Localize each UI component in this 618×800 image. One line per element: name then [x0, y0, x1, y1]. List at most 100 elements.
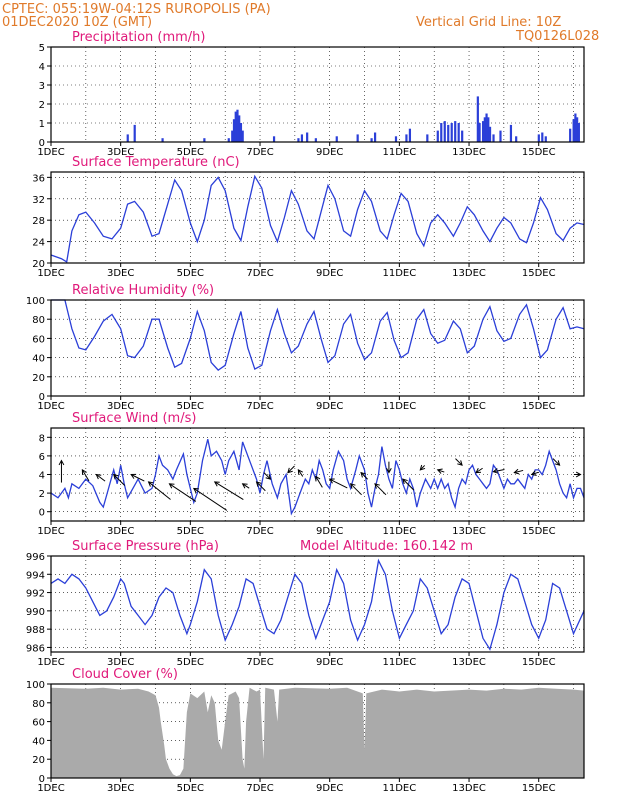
x-tick-label: 11DEC: [382, 657, 416, 668]
precip-bar: [238, 115, 241, 142]
precip-bar: [408, 128, 412, 142]
x-tick-label: 3DEC: [107, 268, 134, 279]
wind-arrow-head: [374, 483, 380, 489]
y-tick-label: 60: [32, 718, 45, 729]
precip-bar: [577, 123, 580, 142]
x-tick-label: 15DEC: [522, 401, 556, 412]
wind-arrow: [147, 481, 171, 500]
y-tick-label: 5: [39, 43, 45, 54]
wind-arrow: [168, 483, 197, 502]
y-tick-label: 988: [26, 625, 45, 636]
precip-bar: [440, 123, 443, 142]
temperature-panel: Surface Temperature (nC) 20 24 28 32 36 1DEC 3D…: [32, 155, 585, 279]
precip-bar: [314, 138, 317, 142]
wind-arrow-shaft: [402, 478, 415, 491]
wind-arrow-shaft: [350, 483, 362, 496]
precip-bar: [483, 117, 486, 142]
y-tick-label: 40: [32, 736, 45, 747]
wind-arrow: [213, 481, 244, 500]
precip-bar: [239, 123, 243, 142]
x-tick-label: 5DEC: [177, 657, 204, 668]
x-tick-label: 11DEC: [382, 268, 416, 279]
wind-arrow: [315, 475, 323, 488]
x-tick-label: 7DEC: [246, 147, 273, 158]
x-tick-label: 5DEC: [177, 526, 204, 537]
precip-bar: [227, 138, 230, 142]
y-tick-label: 6: [39, 452, 45, 463]
y-tick-label: 80: [32, 315, 45, 326]
x-tick-label: 1DEC: [37, 401, 64, 412]
wind-arrow: [287, 465, 295, 474]
x-tick-label: 7DEC: [246, 526, 273, 537]
precip-bar: [492, 134, 495, 142]
wind-arrow-shaft: [169, 483, 197, 502]
wind-arrow-shaft: [552, 458, 560, 466]
precip-bar: [544, 136, 547, 142]
header-location: CPTEC: 055:19W-04:12S RUROPOLIS (PA): [2, 2, 271, 17]
y-tick-label: 60: [32, 334, 45, 345]
wind-arrow-shaft: [531, 471, 539, 475]
x-tick-label: 15DEC: [522, 657, 556, 668]
wind-arrow-head: [554, 460, 561, 466]
y-tick-label: 0: [39, 774, 45, 785]
precip-bar: [272, 136, 276, 142]
wind-arrow: [255, 481, 266, 492]
wind-arrow-shaft: [113, 474, 126, 486]
wind-arrow: [241, 483, 250, 489]
wind-arrow-head: [360, 471, 366, 478]
cloud-cover-panel: Cloud Cover (%) 0 20 40 60 80 100 1DEC 3DEC 5DEC 7…: [26, 667, 585, 794]
wind-arrow-head: [349, 483, 356, 489]
precip-bar: [443, 121, 446, 142]
precip-bar: [373, 132, 377, 142]
x-tick-label: 5DEC: [177, 783, 204, 794]
wind-arrow: [328, 478, 348, 489]
wind-arrow-head: [112, 473, 119, 480]
wind-arrow-shaft: [256, 481, 266, 492]
precip-bar: [537, 134, 540, 142]
wind-arrow-shaft: [374, 483, 387, 496]
x-tick-label: 5DEC: [177, 401, 204, 412]
x-tick-label: 9DEC: [316, 268, 343, 279]
wind-arrow-head: [255, 481, 262, 487]
x-tick-label: 13DEC: [452, 783, 486, 794]
x-tick-label: 11DEC: [382, 526, 416, 537]
precip-bar: [515, 136, 518, 142]
x-tick-label: 7DEC: [246, 783, 273, 794]
y-tick-label: 28: [32, 216, 45, 227]
wind-arrow: [360, 471, 368, 480]
y-tick-label: 994: [26, 570, 45, 581]
x-tick-label: 13DEC: [452, 401, 486, 412]
humidity-line: [51, 299, 585, 371]
x-tick-label: 15DEC: [522, 526, 556, 537]
precip-bar: [457, 123, 460, 142]
x-tick-label: 1DEC: [37, 657, 64, 668]
x-tick-label: 9DEC: [316, 657, 343, 668]
cloud-cover-area: [51, 687, 584, 778]
precipitation-frame: [50, 46, 585, 143]
x-tick-label: 3DEC: [107, 147, 134, 158]
wind-arrow-head: [95, 473, 102, 480]
precip-bar: [203, 138, 206, 142]
x-tick-label: 13DEC: [452, 268, 486, 279]
y-tick-label: 100: [26, 296, 45, 307]
model-altitude: Model Altitude: 160.142 m: [300, 539, 473, 554]
wind-arrow: [112, 473, 126, 486]
wind-arrow: [436, 468, 445, 474]
wind-arrow-shaft: [475, 467, 483, 474]
x-tick-label: 9DEC: [316, 401, 343, 412]
wind-arrow-head: [130, 473, 137, 479]
precip-bar: [335, 136, 338, 142]
y-tick-label: 3: [39, 81, 45, 92]
wind-arrow-shaft: [493, 469, 505, 473]
wind-arrow: [513, 468, 524, 475]
precip-bar: [297, 138, 300, 142]
x-tick-label: 3DEC: [107, 401, 134, 412]
wind-arrow-head: [328, 478, 335, 484]
x-tick-label: 13DEC: [452, 526, 486, 537]
x-tick-label: 15DEC: [522, 783, 556, 794]
precip-bar: [572, 119, 575, 142]
wind-arrow: [530, 470, 539, 476]
precip-bar: [488, 126, 492, 142]
x-tick-label: 5DEC: [177, 268, 204, 279]
wind-arrow-head: [475, 467, 482, 474]
